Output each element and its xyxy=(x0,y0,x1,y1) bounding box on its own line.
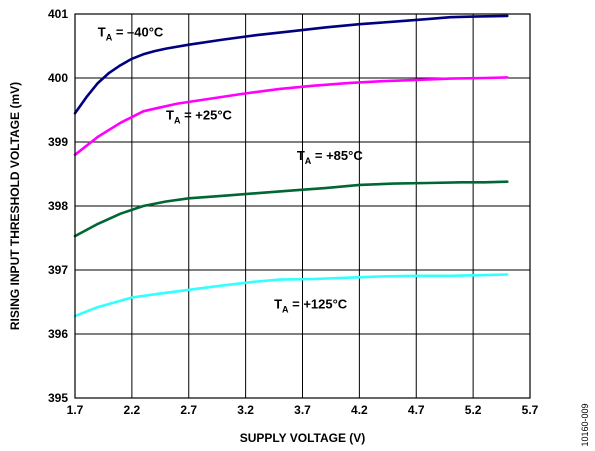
x-tick-labels: 1.7 2.2 2.7 3.2 3.7 4.2 4.7 5.2 5.7 xyxy=(67,403,539,417)
y-tick-label: 400 xyxy=(48,71,68,85)
grid-lines xyxy=(74,13,531,399)
x-tick-label: 1.7 xyxy=(67,403,84,417)
x-tick-label: 4.7 xyxy=(408,403,425,417)
y-tick-label: 396 xyxy=(48,327,68,341)
y-tick-label: 399 xyxy=(48,135,68,149)
y-tick-label: 398 xyxy=(48,199,68,213)
x-tick-label: 5.2 xyxy=(465,403,482,417)
series-label-2: TA = +85°C xyxy=(297,148,364,166)
x-tick-label: 4.2 xyxy=(351,403,368,417)
y-tick-label: 397 xyxy=(48,263,68,277)
x-axis-label: SUPPLY VOLTAGE (V) xyxy=(240,431,366,445)
series-line-0 xyxy=(73,14,509,115)
series-label-0: TA = –40°C xyxy=(98,24,164,42)
x-tick-label: 5.7 xyxy=(522,403,539,417)
series-label-3: TA = +125°C xyxy=(274,296,348,314)
series-label-1: TA = +25°C xyxy=(166,108,233,126)
plot-frame xyxy=(74,13,531,399)
x-tick-label: 2.2 xyxy=(124,403,141,417)
y-tick-label: 395 xyxy=(48,391,68,405)
series-line-2 xyxy=(73,180,509,238)
series-line-3 xyxy=(73,273,509,318)
y-tick-labels: 395 396 397 398 399 400 401 xyxy=(48,7,68,405)
y-tick-label: 401 xyxy=(48,7,68,21)
x-tick-label: 3.7 xyxy=(294,403,311,417)
series-line-1 xyxy=(73,76,509,157)
x-tick-label: 2.7 xyxy=(180,403,197,417)
series-lines xyxy=(73,14,509,318)
y-axis-label: RISING INPUT THRESHOLD VOLTAGE (mV) xyxy=(8,82,22,330)
figure-id: 10160-009 xyxy=(580,403,590,446)
x-tick-label: 3.2 xyxy=(237,403,254,417)
series-annotations: TA = –40°C TA = +25°C TA = +85°C TA = +125°… xyxy=(98,24,364,314)
